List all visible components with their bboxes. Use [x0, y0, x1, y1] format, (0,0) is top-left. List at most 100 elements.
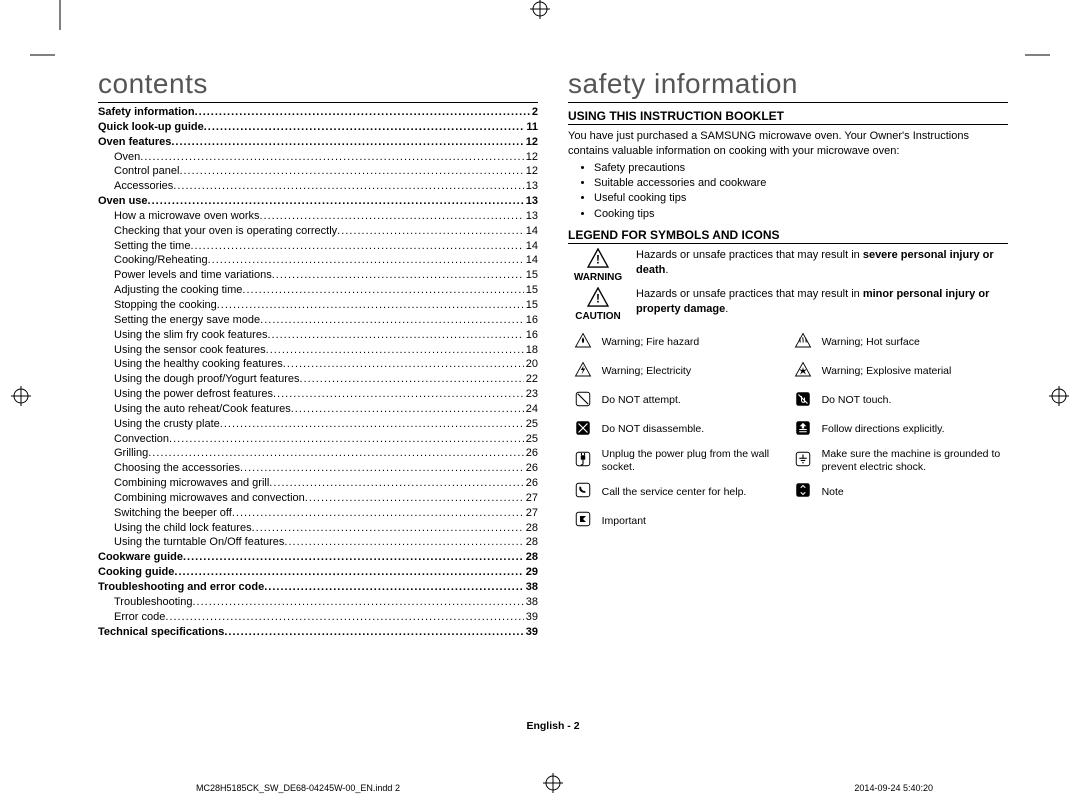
toc-label: Grilling: [98, 446, 148, 461]
warning-icon: !: [587, 260, 609, 272]
grid-text: Warning; Explosive material: [818, 357, 1008, 386]
toc-page: 27: [524, 491, 538, 506]
toc-row: Safety information2: [98, 105, 538, 120]
toc-label: Stopping the cooking: [98, 298, 217, 313]
toc-label: Combining microwaves and grill: [98, 476, 269, 491]
toc-row: Error code39: [98, 610, 538, 625]
toc-page: 16: [524, 313, 538, 328]
toc-row: Troubleshooting38: [98, 595, 538, 610]
toc-label: Power levels and time variations: [98, 268, 272, 283]
toc-label: Using the healthy cooking features: [98, 357, 283, 372]
unplug-icon: [568, 444, 598, 477]
grid-text: Do NOT touch.: [818, 386, 1008, 415]
toc-page: 15: [524, 283, 538, 298]
grid-row: Do NOT disassemble. Follow directions exp…: [568, 415, 1008, 444]
no-touch-icon: [788, 386, 818, 415]
toc-page: 25: [524, 417, 538, 432]
toc-row: Oven12: [98, 150, 538, 165]
toc-page: 29: [524, 565, 538, 580]
toc-page: 20: [524, 357, 538, 372]
toc-label: Safety information: [98, 105, 195, 120]
toc-dots: [148, 194, 524, 209]
toc-label: Using the turntable On/Off features: [98, 535, 284, 550]
toc-label: Cooking guide: [98, 565, 174, 580]
toc-dots: [173, 179, 523, 194]
bullet-item: Cooking tips: [594, 207, 1008, 222]
section-legend-title: LEGEND FOR SYMBOLS AND ICONS: [568, 228, 1008, 244]
toc-page: 13: [524, 179, 538, 194]
toc-label: Switching the beeper off: [98, 506, 232, 521]
toc-dots: [217, 298, 524, 313]
toc-dots: [148, 446, 524, 461]
grid-row: Warning; ElectricityWarning; Explosive m…: [568, 357, 1008, 386]
toc-row: Power levels and time variations 15: [98, 268, 538, 283]
safety-heading: safety information: [568, 68, 1008, 103]
toc-dots: [242, 283, 523, 298]
toc-page: 22: [524, 372, 538, 387]
toc-row: Checking that your oven is operating cor…: [98, 224, 538, 239]
section-booklet-title: USING THIS INSTRUCTION BOOKLET: [568, 109, 1008, 125]
warning-label: WARNING: [568, 272, 628, 283]
toc-page: 15: [524, 298, 538, 313]
toc-dots: [183, 550, 524, 565]
toc-row: Using the power defrost features23: [98, 387, 538, 402]
toc-dots: [283, 357, 524, 372]
toc-row: Setting the energy save mode16: [98, 313, 538, 328]
grid-text: Unplug the power plug from the wall sock…: [598, 444, 788, 477]
toc-dots: [305, 491, 524, 506]
toc-dots: [224, 625, 523, 640]
toc-row: Using the auto reheat/Cook features24: [98, 402, 538, 417]
toc-page: 39: [524, 610, 538, 625]
toc-row: Combining microwaves and convection27: [98, 491, 538, 506]
grid-row: Warning; Fire hazardWarning; Hot surface: [568, 328, 1008, 357]
toc-row: Using the dough proof/Yogurt features22: [98, 372, 538, 387]
toc-label: Troubleshooting and error code: [98, 580, 264, 595]
toc-label: Using the slim fry cook features: [98, 328, 267, 343]
safety-column: safety information USING THIS INSTRUCTIO…: [568, 68, 1008, 639]
legend-caution-row: ! CAUTION Hazards or unsafe practices th…: [568, 287, 1008, 322]
toc-page: 15: [524, 268, 538, 283]
toc-dots: [165, 610, 523, 625]
icon-legend-grid: Warning; Fire hazardWarning; Hot surface…: [568, 328, 1008, 535]
toc-row: Quick look-up guide11: [98, 120, 538, 135]
toc-row: Setting the time14: [98, 239, 538, 254]
toc-dots: [260, 313, 524, 328]
toc-page: 14: [524, 253, 538, 268]
toc-page: 16: [524, 328, 538, 343]
toc-dots: [232, 506, 524, 521]
toc-label: Using the crusty plate: [98, 417, 220, 432]
section-booklet-intro: You have just purchased a SAMSUNG microw…: [568, 129, 1008, 159]
bullet-item: Safety precautions: [594, 161, 1008, 176]
toc-page: 13: [524, 194, 538, 209]
no-disassemble-icon: [568, 415, 598, 444]
toc-row: Convection25: [98, 432, 538, 447]
toc-label: Convection: [98, 432, 169, 447]
toc-row: Grilling 26: [98, 446, 538, 461]
toc-page: 27: [524, 506, 538, 521]
toc-dots: [252, 521, 524, 536]
toc-label: Cookware guide: [98, 550, 183, 565]
grid-row: Unplug the power plug from the wall sock…: [568, 444, 1008, 477]
electric-icon: [568, 357, 598, 386]
toc-label: Checking that your oven is operating cor…: [98, 224, 337, 239]
toc-label: Accessories: [98, 179, 173, 194]
toc-dots: [171, 135, 523, 150]
toc-page: 28: [524, 521, 538, 536]
toc-dots: [300, 372, 524, 387]
toc-dots: [267, 328, 523, 343]
grid-text: Follow directions explicitly.: [818, 415, 1008, 444]
legend-warning-row: ! WARNING Hazards or unsafe practices th…: [568, 248, 1008, 283]
warning-text: Hazards or unsafe practices that may res…: [636, 248, 1008, 277]
toc-dots: [266, 343, 524, 358]
toc-label: Setting the time: [98, 239, 190, 254]
grid-text: Do NOT disassemble.: [598, 415, 788, 444]
toc-label: Technical specifications: [98, 625, 224, 640]
toc-page: 26: [524, 446, 538, 461]
toc-row: Using the crusty plate 25: [98, 417, 538, 432]
toc-label: Choosing the accessories: [98, 461, 240, 476]
explosive-icon: [788, 357, 818, 386]
toc-page: 18: [524, 343, 538, 358]
caution-label: CAUTION: [568, 311, 628, 322]
grid-row: Call the service center for help.Note: [568, 477, 1008, 506]
toc-page: 13: [524, 209, 538, 224]
